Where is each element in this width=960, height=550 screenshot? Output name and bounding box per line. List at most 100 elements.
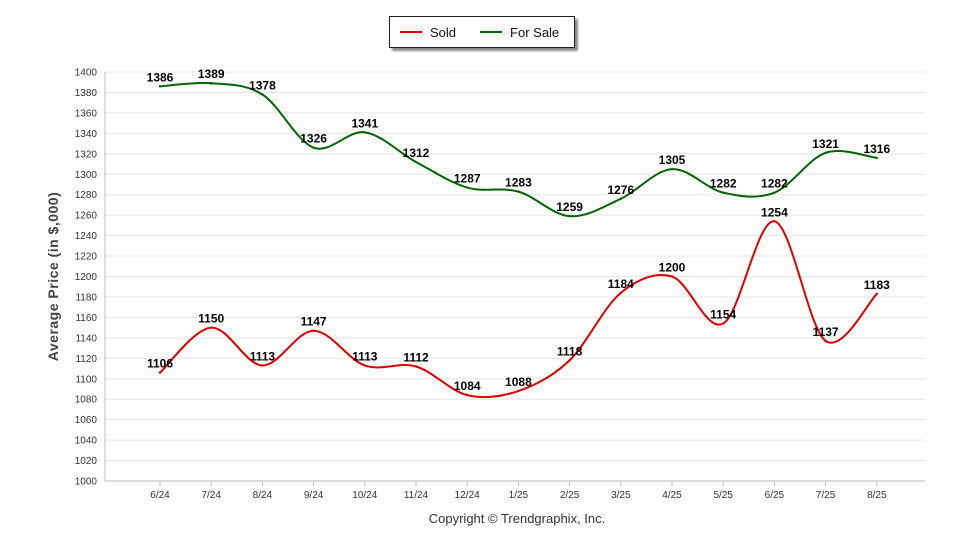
x-tick-label: 9/24 <box>304 490 324 501</box>
data-label-for-sale: 1326 <box>300 132 327 146</box>
data-label-for-sale: 1282 <box>710 177 737 191</box>
data-point-for-sale <box>670 167 674 171</box>
data-point-sold <box>722 322 725 325</box>
data-point-sold <box>414 365 418 368</box>
data-label-for-sale: 1283 <box>505 176 532 190</box>
data-label-sold: 1147 <box>301 315 327 329</box>
chart-legend: Sold For Sale <box>389 16 575 48</box>
data-point-for-sale <box>517 190 520 193</box>
y-tick-label: 1060 <box>75 415 98 426</box>
y-tick-label: 1140 <box>75 333 97 344</box>
data-point-sold <box>466 393 469 397</box>
y-tick-label: 1220 <box>75 252 98 263</box>
data-label-for-sale: 1276 <box>607 183 634 197</box>
data-label-sold: 1137 <box>813 325 839 339</box>
x-tick-label: 3/25 <box>611 490 631 501</box>
legend-swatch-for-sale <box>480 31 503 33</box>
data-label-for-sale: 1312 <box>403 146 430 160</box>
x-tick-label: 12/24 <box>455 490 480 501</box>
data-label-sold: 1113 <box>250 349 276 363</box>
data-point-sold <box>210 326 213 329</box>
data-label-sold: 1118 <box>557 344 583 358</box>
data-label-sold: 1084 <box>454 379 481 393</box>
y-tick-label: 1100 <box>75 374 97 385</box>
data-point-sold <box>875 292 878 296</box>
x-tick-label: 5/25 <box>713 490 733 501</box>
x-tick-label: 7/24 <box>201 490 221 501</box>
data-label-sold: 1154 <box>710 308 736 322</box>
y-tick-label: 1320 <box>75 149 98 160</box>
x-tick-label: 10/24 <box>352 490 377 501</box>
data-point-sold <box>312 329 315 332</box>
y-tick-label: 1380 <box>75 88 98 99</box>
y-tick-label: 1340 <box>75 129 98 140</box>
data-label-for-sale: 1341 <box>351 116 378 130</box>
legend-swatch-sold <box>400 31 422 33</box>
copyright-text: Copyright © Trendgraphix, Inc. <box>428 511 606 526</box>
data-label-for-sale: 1282 <box>761 177 788 191</box>
legend-item-for-sale: For Sale <box>480 25 573 40</box>
data-label-for-sale: 1287 <box>454 172 481 186</box>
data-point-for-sale <box>414 160 418 164</box>
data-label-sold: 1150 <box>198 312 224 326</box>
data-label-sold: 1112 <box>403 350 429 364</box>
y-tick-label: 1280 <box>75 190 98 201</box>
data-point-sold <box>517 389 520 393</box>
y-tick-label: 1080 <box>75 395 98 406</box>
x-tick-label: 11/24 <box>404 490 429 501</box>
x-tick-label: 2/25 <box>560 490 580 501</box>
data-point-sold <box>773 220 776 223</box>
y-tick-label: 1400 <box>75 68 98 79</box>
data-point-sold <box>619 291 622 295</box>
data-point-sold <box>670 275 674 278</box>
y-tick-label: 1200 <box>75 272 98 283</box>
data-point-sold <box>261 364 264 367</box>
x-tick-label: 4/25 <box>662 490 682 501</box>
data-point-for-sale <box>824 151 827 154</box>
data-label-sold: 1088 <box>505 375 532 389</box>
data-point-for-sale <box>568 214 571 218</box>
data-point-sold <box>824 339 827 343</box>
data-point-sold <box>568 359 571 362</box>
x-tick-label: 7/25 <box>816 490 836 501</box>
data-point-for-sale <box>363 131 366 134</box>
data-label-for-sale: 1316 <box>863 142 890 156</box>
data-label-sold: 1106 <box>147 357 173 371</box>
data-label-for-sale: 1259 <box>556 200 583 214</box>
series-line-sold <box>159 220 878 399</box>
data-label-for-sale: 1378 <box>249 78 276 92</box>
data-label-sold: 1113 <box>352 349 378 363</box>
legend-label-for-sale: For Sale <box>510 24 560 40</box>
y-axis-title: Average Price (in $,000) <box>45 192 61 361</box>
data-label-for-sale: 1321 <box>812 137 839 151</box>
data-point-for-sale <box>875 156 878 160</box>
y-tick-label: 1180 <box>75 292 97 303</box>
x-tick-label: 8/25 <box>867 490 887 501</box>
y-tick-label: 1360 <box>75 108 98 119</box>
x-tick-label: 6/24 <box>150 490 170 501</box>
data-label-sold: 1184 <box>608 277 634 291</box>
data-point-sold <box>158 371 162 374</box>
data-point-for-sale <box>158 85 162 88</box>
y-tick-label: 1020 <box>75 456 98 467</box>
data-label-sold: 1254 <box>761 205 788 219</box>
series-line-for-sale <box>159 81 877 218</box>
legend-label-sold: Sold <box>430 24 457 40</box>
x-tick-label: 6/25 <box>765 490 785 501</box>
data-point-for-sale <box>312 146 315 149</box>
y-tick-label: 1260 <box>75 211 98 222</box>
data-point-sold <box>363 364 366 367</box>
data-point-for-sale <box>619 197 622 200</box>
data-point-for-sale <box>466 186 469 189</box>
y-tick-label: 1160 <box>75 313 97 324</box>
y-tick-label: 1240 <box>75 231 98 242</box>
data-label-sold: 1183 <box>864 278 890 292</box>
data-point-for-sale <box>722 191 725 194</box>
legend-item-sold: Sold <box>400 25 470 40</box>
y-tick-label: 1000 <box>75 477 98 488</box>
data-label-for-sale: 1389 <box>198 67 225 81</box>
data-point-for-sale <box>261 93 264 96</box>
x-tick-label: 8/24 <box>253 490 273 501</box>
y-tick-label: 1040 <box>75 436 98 447</box>
